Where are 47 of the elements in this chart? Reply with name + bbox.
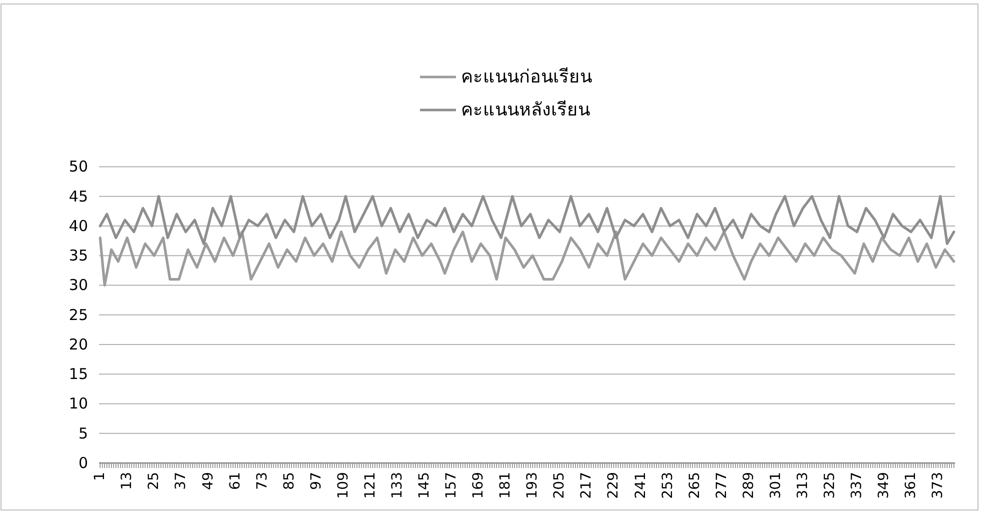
x-tick-label: 265: [686, 472, 703, 499]
x-tick-label: 301: [768, 472, 784, 499]
x-tick-label: 289: [740, 472, 757, 499]
x-tick-label: 157: [444, 472, 460, 499]
x-tick-label: 133: [389, 472, 406, 499]
legend-label: คะแนนก่อนเรียน: [461, 66, 592, 88]
x-tick-label: 85: [281, 472, 298, 490]
x-tick-label: 217: [578, 472, 595, 499]
x-tick-label: 49: [200, 472, 216, 490]
y-tick-label: 50: [68, 158, 88, 176]
x-tick-label: 169: [470, 472, 487, 499]
y-tick-label: 5: [78, 424, 88, 442]
x-tick-label: 361: [903, 472, 920, 499]
y-tick-label: 35: [68, 246, 88, 265]
x-tick-label: 193: [524, 472, 541, 499]
x-tick-label: 61: [227, 472, 244, 490]
x-tick-label: 253: [660, 472, 676, 499]
x-tick-label: 181: [498, 472, 514, 499]
x-tick-label: 229: [606, 472, 622, 499]
x-tick-label: 205: [552, 472, 568, 499]
x-tick-label: 121: [362, 472, 378, 499]
x-tick-label: 337: [849, 472, 866, 499]
y-tick-label: 45: [68, 187, 88, 206]
x-tick-label: 97: [308, 472, 324, 490]
y-tick-label: 25: [68, 306, 88, 324]
x-tick-label: 325: [822, 472, 838, 499]
x-tick-label: 25: [146, 472, 162, 490]
line-series: [98, 230, 956, 287]
x-tick-label: 373: [930, 472, 946, 499]
line-series: [98, 195, 956, 246]
legend-label: คะแนนหลังเรียน: [461, 100, 590, 120]
x-tick-label: 313: [794, 472, 811, 499]
x-tick-label: 277: [714, 472, 730, 499]
x-tick-label: 349: [876, 472, 892, 499]
x-tick-label: 241: [632, 472, 649, 499]
x-tick-label: 145: [416, 472, 433, 499]
x-tick-label: 37: [173, 472, 190, 490]
y-tick-label: 40: [68, 216, 88, 235]
y-tick-label: 0: [78, 454, 88, 472]
y-tick-label: 10: [68, 394, 88, 413]
x-tick-label: 1: [92, 472, 108, 481]
y-tick-label: 30: [68, 276, 88, 294]
x-tick-label: 109: [335, 472, 352, 499]
y-tick-label: 15: [68, 365, 88, 384]
y-tick-label: 20: [68, 335, 88, 354]
x-tick-label: 13: [119, 472, 136, 490]
x-tick-label: 73: [254, 472, 270, 490]
